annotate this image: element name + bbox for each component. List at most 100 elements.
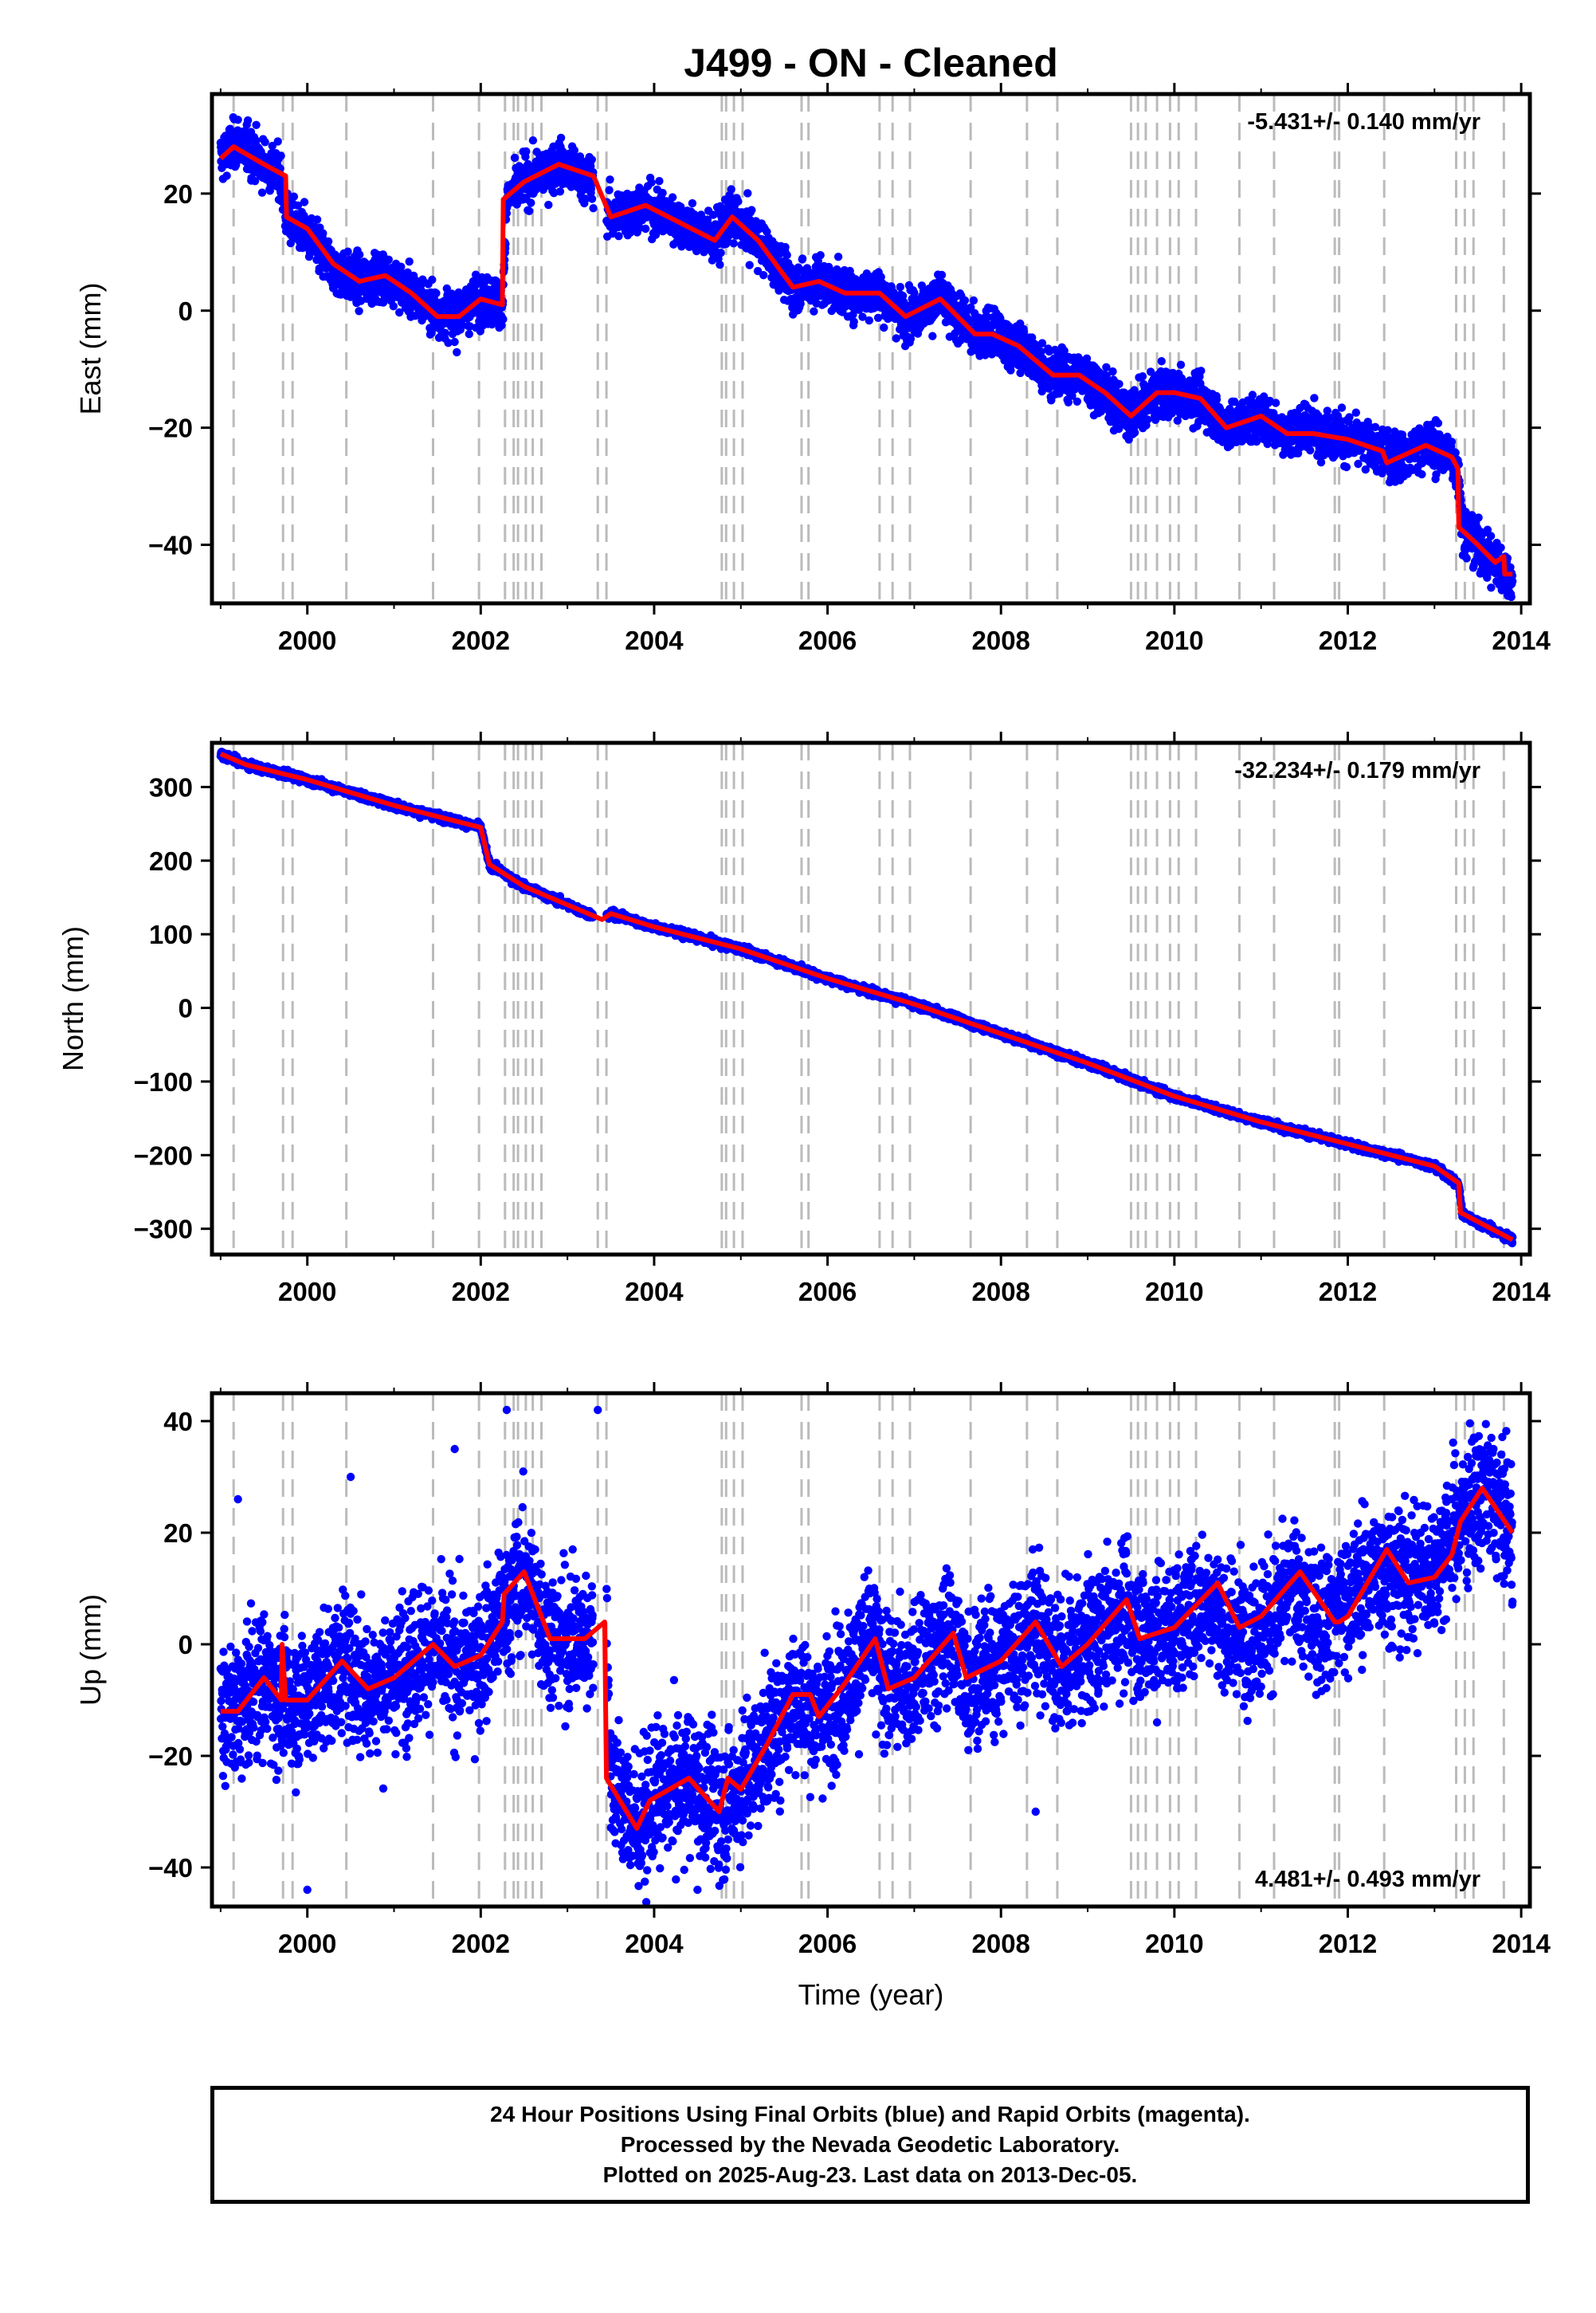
data-point	[397, 262, 406, 271]
data-point	[589, 204, 598, 213]
data-point	[510, 153, 520, 163]
data-point	[1143, 415, 1152, 424]
data-point	[960, 296, 970, 305]
panel-east: 2000 2002 2004 2006 2008 2010 2012 2014−40−2002…	[74, 83, 1551, 655]
data-point	[243, 116, 253, 125]
data-point	[816, 251, 825, 260]
data-point	[319, 229, 327, 238]
data-point	[1131, 428, 1139, 437]
data-point	[798, 254, 807, 263]
data-point	[465, 329, 473, 339]
data-point	[1248, 391, 1257, 399]
data-point	[384, 255, 393, 264]
data-point	[782, 250, 791, 260]
data-point	[743, 189, 752, 198]
data-point	[1157, 357, 1167, 366]
data-point	[605, 186, 614, 194]
data-point	[444, 339, 453, 348]
data-point	[658, 188, 667, 198]
data-point	[587, 155, 596, 164]
data-point	[1197, 367, 1206, 375]
data-point	[719, 205, 728, 214]
data-point	[544, 200, 553, 210]
data-point	[273, 137, 282, 146]
data-point	[587, 194, 597, 203]
data-point	[928, 332, 937, 340]
data-point	[252, 120, 261, 129]
data-point	[405, 257, 414, 266]
data-point	[1306, 446, 1315, 455]
data-point	[527, 198, 535, 207]
data-point	[581, 194, 590, 203]
data-point	[522, 147, 531, 156]
data-point	[539, 185, 547, 194]
data-point	[1351, 408, 1361, 417]
data-point	[286, 238, 295, 248]
data-point	[810, 307, 818, 316]
data-points-east	[216, 113, 1517, 602]
data-point	[432, 289, 441, 298]
data-point	[651, 230, 661, 239]
data-point	[458, 321, 467, 330]
data-point	[688, 198, 697, 208]
data-point	[1371, 422, 1380, 431]
data-point	[676, 202, 685, 211]
data-point	[268, 141, 276, 151]
data-point	[716, 249, 725, 257]
data-point	[528, 136, 538, 145]
data-point	[1310, 394, 1319, 403]
panels: 2000 2002 2004 2006 2008 2010 2012 2014−40−2002…	[57, 83, 1551, 2011]
data-point	[1337, 403, 1347, 412]
data-point	[1271, 399, 1280, 407]
data-point	[745, 261, 754, 269]
data-point	[293, 201, 303, 210]
data-point	[555, 187, 565, 196]
data-point	[759, 271, 768, 280]
data-point	[1072, 397, 1082, 406]
data-point	[727, 185, 735, 194]
data-point	[395, 308, 404, 317]
data-point	[1115, 379, 1123, 388]
data-point	[492, 277, 501, 286]
data-point	[471, 270, 480, 279]
data-point	[257, 188, 267, 197]
chart-title: J499 - ON - Cleaned	[684, 41, 1058, 85]
data-point	[647, 178, 656, 187]
data-point	[703, 215, 712, 224]
data-point	[343, 247, 352, 256]
data-point	[734, 197, 743, 206]
data-point	[747, 206, 756, 214]
data-point	[1138, 372, 1147, 381]
data-point	[833, 253, 843, 261]
data-point	[276, 151, 285, 160]
data-point	[849, 317, 858, 326]
data-point	[896, 282, 905, 292]
data-point	[289, 192, 299, 201]
data-point	[865, 316, 874, 325]
data-point	[892, 334, 901, 343]
data-point	[606, 175, 614, 184]
data-point	[729, 239, 738, 248]
offset-lines-east	[232, 94, 1505, 603]
data-point	[668, 193, 677, 202]
data-point	[641, 224, 650, 234]
data-point	[716, 260, 724, 269]
data-point	[969, 296, 978, 305]
data-point	[312, 215, 322, 224]
data-point	[355, 250, 364, 259]
data-point	[233, 116, 242, 124]
data-point	[781, 242, 790, 252]
data-point	[1176, 360, 1186, 369]
data-point	[880, 323, 888, 332]
data-point	[300, 198, 309, 206]
data-point	[450, 337, 459, 347]
data-point	[525, 206, 534, 215]
data-point	[453, 348, 461, 357]
data-point	[261, 138, 269, 147]
data-point	[614, 232, 623, 241]
data-point	[655, 177, 664, 186]
data-point	[556, 133, 566, 143]
data-point	[324, 237, 333, 246]
data-point	[389, 302, 398, 311]
